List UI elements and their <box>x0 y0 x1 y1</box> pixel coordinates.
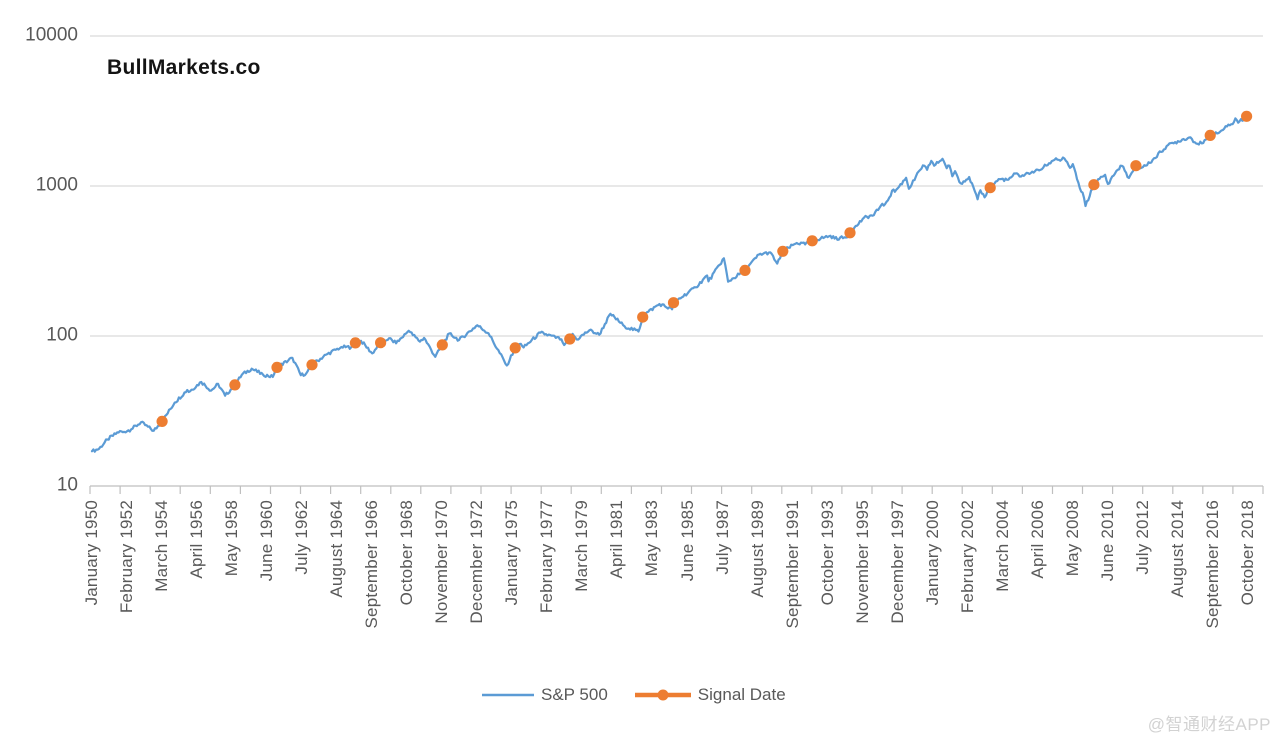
x-axis-label: March 1954 <box>152 500 171 592</box>
signal-date-marker <box>156 415 168 427</box>
signal-date-marker <box>349 337 361 349</box>
x-axis-label: March 2004 <box>993 500 1012 592</box>
x-axis-label: September 1991 <box>783 500 802 629</box>
x-axis-label: July 1962 <box>292 500 311 575</box>
y-axis-label: 1000 <box>35 174 78 196</box>
signal-date-swatch <box>634 689 691 701</box>
x-axis-label: September 2016 <box>1203 500 1222 629</box>
signal-date-marker <box>1088 179 1100 191</box>
x-axis-label: May 2008 <box>1063 500 1082 577</box>
x-axis-label: February 1977 <box>537 500 556 614</box>
legend-label-signal-date: Signal Date <box>697 685 786 704</box>
signal-date-marker <box>306 359 318 371</box>
x-axis-label: January 1950 <box>82 500 101 606</box>
x-axis-label: November 1995 <box>853 500 872 624</box>
x-axis-label: June 1960 <box>257 500 276 582</box>
sp500-line-series <box>90 115 1250 453</box>
x-axis-label: October 2018 <box>1238 500 1257 606</box>
signal-date-marker <box>984 182 996 194</box>
signal-date-marker <box>436 339 448 351</box>
x-axis-label: August 2014 <box>1168 500 1187 598</box>
sp500-line-swatch <box>482 693 534 697</box>
x-axis-label: May 1958 <box>222 500 241 577</box>
x-axis-label: June 2010 <box>1098 500 1117 582</box>
legend-item-sp500: S&P 500 <box>481 685 608 705</box>
x-axis-label: July 2012 <box>1133 500 1152 575</box>
legend-label-sp500: S&P 500 <box>541 685 608 704</box>
legend: S&P 500 Signal Date <box>481 685 786 705</box>
x-axis-label: December 1972 <box>467 500 486 624</box>
signal-date-marker <box>1241 110 1253 122</box>
x-axis-label: October 1993 <box>818 500 837 606</box>
x-axis-label: April 1981 <box>607 500 626 579</box>
x-axis-label: September 1966 <box>362 500 381 629</box>
legend-item-signal-date: Signal Date <box>634 685 786 705</box>
y-axis-label: 10000 <box>25 24 78 46</box>
x-axis-label: August 1964 <box>327 500 346 598</box>
x-axis-label: August 1989 <box>748 500 767 598</box>
watermark: @智通财经APP <box>1147 715 1271 734</box>
signal-date-marker <box>667 297 680 309</box>
x-axis-label: November 1970 <box>432 500 451 624</box>
signal-date-marker <box>1204 129 1216 141</box>
chart-title: BullMarkets.co <box>107 56 261 79</box>
x-axis-label: December 1997 <box>888 500 907 624</box>
signal-date-marker <box>229 379 241 391</box>
signal-date-marker <box>1130 160 1142 172</box>
signal-date-marker <box>271 361 283 373</box>
signal-date-marker <box>844 227 856 239</box>
signal-date-marker <box>637 311 649 323</box>
x-axis-label: April 1956 <box>187 500 206 579</box>
signal-date-marker <box>375 337 387 349</box>
x-axis-label: April 2006 <box>1028 500 1047 579</box>
x-axis-label: February 1952 <box>117 500 136 614</box>
y-axis-label: 100 <box>46 324 78 346</box>
x-axis-label: February 2002 <box>958 500 977 614</box>
signal-date-marker <box>509 342 521 354</box>
x-axis-label: June 1985 <box>678 500 697 582</box>
x-axis-label: March 1979 <box>572 500 591 592</box>
signal-date-marker <box>806 235 818 247</box>
x-axis-label: January 1975 <box>502 500 521 606</box>
y-axis-label: 10 <box>56 474 78 496</box>
x-axis-label: July 1987 <box>713 500 732 575</box>
x-axis-label: May 1983 <box>642 500 661 577</box>
x-axis-label: October 1968 <box>397 500 416 606</box>
signal-date-marker <box>564 333 576 345</box>
x-axis-label: January 2000 <box>923 500 942 606</box>
signal-date-marker <box>739 264 751 276</box>
signal-date-marker <box>777 245 789 257</box>
